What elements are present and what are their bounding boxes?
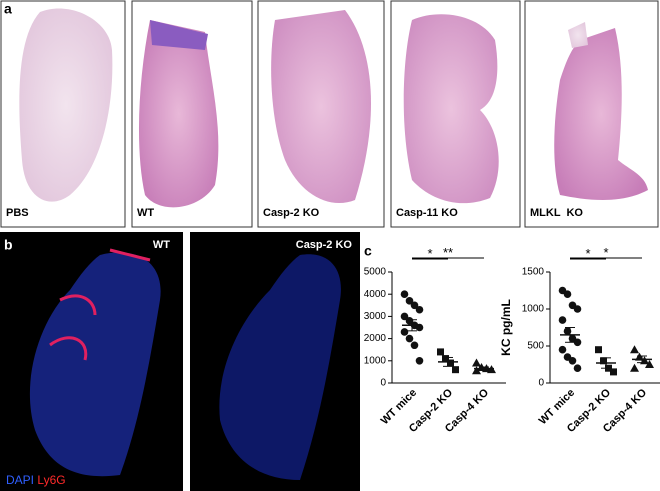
data-point [558,345,567,354]
y-axis-label: IL-1α pg/mL [341,293,355,361]
significance-label: ** [443,245,453,260]
significance-label: * [603,245,608,260]
data-point [568,357,577,365]
image-label: PBS [6,207,29,219]
image-label: Casp-11 KO [396,207,458,219]
tissue [554,28,648,200]
image-label: Casp-2 KO [296,239,353,251]
data-point [630,363,639,372]
y-tick-label: 1500 [522,267,545,278]
y-tick-label: 500 [527,341,544,352]
tissue [271,10,372,204]
data-point [415,305,424,314]
stain-label: Ly6G [37,473,65,487]
tissue [138,20,219,208]
y-tick-label: 0 [538,378,544,389]
data-point [442,355,449,363]
tissue [219,254,341,480]
data-point [405,317,414,325]
data-point [437,348,444,356]
tissue [403,14,499,204]
significance-label: * [585,246,590,261]
data-point [573,364,582,373]
data-point [600,357,607,365]
data-point [573,338,582,347]
data-point [563,327,572,336]
panel-label: a [4,1,12,17]
data-point [405,334,414,343]
y-axis-label: KC pg/mL [499,299,513,356]
y-tick-label: 2000 [364,333,387,344]
y-tick-label: 1000 [364,355,387,366]
data-point [405,297,414,305]
data-point [610,368,617,376]
data-point [400,290,409,299]
significance-label: * [427,246,432,261]
data-point [645,360,654,368]
y-tick-label: 5000 [364,267,387,278]
data-point [563,290,572,299]
image-label: Casp-2 KO [263,207,320,219]
data-point [558,316,567,324]
data-point [452,366,459,374]
image-label: MLKL KO [530,207,583,219]
stain-label: DAPI [6,473,34,487]
y-tick-label: 3000 [364,311,387,322]
data-point [472,366,481,375]
data-point [447,359,454,367]
tissue [19,8,113,202]
data-point [400,312,409,321]
panel-b: b WT Casp-2 KO DAPI Ly6G [0,232,360,491]
stain-legend: DAPI Ly6G [6,473,66,487]
data-point [630,345,639,354]
y-tick-label: 0 [380,378,386,389]
tissue [568,22,588,48]
data-point [410,301,419,310]
data-point [410,341,419,350]
y-tick-label: 4000 [364,289,387,300]
data-point [573,305,582,313]
image-label: WT [153,239,170,251]
data-point [415,357,424,365]
y-tick-label: 1000 [522,304,545,315]
tissue [29,252,161,477]
data-point [472,358,481,367]
data-point [400,328,409,336]
data-point [595,346,602,354]
image-label: WT [137,207,154,219]
panel-label: b [4,237,13,253]
tissue [150,20,208,50]
panel-a: a PBS WT Casp-2 KO Casp-11 KO MLKL KO [0,0,659,228]
panel-label: c [364,243,372,259]
stain [49,248,151,361]
